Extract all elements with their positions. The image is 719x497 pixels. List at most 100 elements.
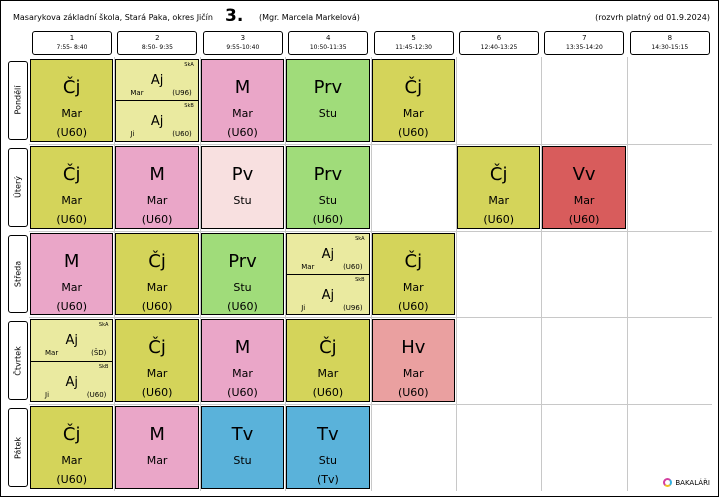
lesson-cell[interactable]: M Mar (U60) [200,59,285,142]
day-label-5: Pátek [8,408,28,487]
lesson-room: (U60) [568,212,600,226]
lesson-subject: Čj [489,163,508,185]
lesson-cell[interactable]: Vv Mar (U60) [542,145,626,229]
lesson-subject: M [234,337,251,359]
lesson-subject: Čj [148,337,166,359]
day-name: Pondělí [13,85,23,115]
period-time: 14:30-15:15 [651,44,689,51]
day-label-1: Pondělí [8,61,28,140]
lesson-cell[interactable]: SkA Aj Mar (ŠD) SkB Aj Ji (U60) [30,319,114,403]
lesson-subject: Čj [148,250,166,272]
logo-text: BAKALÁŘI [675,478,710,487]
lesson-group-1[interactable]: SkA Aj Mar (U60) [287,234,368,274]
period-time: 12:40-13:25 [480,44,518,51]
lesson-teacher: Mar [301,262,315,271]
period-number: 4 [325,34,331,42]
lesson-subject: Aj [150,114,164,130]
lesson-group-2[interactable]: SkB Aj Ji (U96) [287,273,369,315]
class-teacher: (Mgr. Marcela Markelová) [259,13,360,22]
day-name: Úterý [13,176,23,199]
lesson-cell[interactable]: Hv Mar (U60) [371,319,455,403]
lesson-subject: Čj [319,337,337,359]
lesson-cell[interactable]: Čj Mar (U60) [115,232,199,316]
lesson-room: (U60) [397,299,429,313]
timetable-grid: Čj Mar (U60) SkA Aj Mar (U96) SkB Aj Ji (U60) M Mar (… [29,57,712,491]
lesson-teacher: Ji [45,390,50,399]
period-header-4: 4 10:50-11:35 [288,31,369,55]
period-header-1: 1 7:55- 8:40 [32,31,112,55]
period-header-2: 2 8:50- 9:35 [117,31,198,55]
lesson-cell[interactable]: Čj Mar (U60) [30,406,114,489]
lesson-cell[interactable]: M Mar (U60) [200,319,285,403]
lesson-room: (U60) [343,262,363,271]
lesson-room: (U60) [227,386,258,400]
lesson-subject: Vv [572,163,596,185]
period-header-7: 7 13:35-14:20 [544,31,625,55]
period-number: 7 [582,34,587,42]
lesson-subject: Prv [313,163,343,185]
lesson-room: (U60) [56,126,88,139]
lesson-group-1[interactable]: SkA Aj Mar (ŠD) [31,320,112,360]
lesson-group-1[interactable]: SkA Aj Mar (U96) [116,60,197,100]
lesson-cell[interactable]: Čj Mar (U60) [30,59,114,142]
lesson-teacher: Stu [318,193,338,207]
period-time: 13:35-14:20 [566,44,603,51]
lesson-subject: Čj [62,424,81,446]
lesson-group-2[interactable]: SkB Aj Ji (U60) [31,360,113,402]
grid-column-divider [114,57,116,491]
lesson-cell[interactable]: Čj Mar (U60) [457,145,541,229]
lesson-teacher: Mar [61,454,83,468]
lesson-subject: Aj [65,333,78,349]
lesson-teacher: Stu [318,454,338,468]
lesson-teacher: Mar [61,193,83,207]
lesson-cell[interactable]: M Mar (U60) [115,145,199,229]
lesson-teacher: Stu [233,193,252,207]
lesson-cell[interactable]: Čj Mar (U60) [115,319,199,403]
lesson-teacher: Stu [318,107,338,120]
lesson-cell[interactable]: Prv Stu [286,59,370,142]
lesson-subject: Tv [231,424,254,446]
lesson-cell[interactable]: Čj Mar (U60) [371,232,455,316]
lesson-cell[interactable]: SkA Aj Mar (U96) SkB Aj Ji (U60) [115,59,199,142]
grid-row-divider [29,143,712,145]
period-number: 6 [496,34,502,42]
lesson-subject: Prv [228,250,257,272]
lesson-teacher: Mar [146,193,168,207]
lesson-subject: Prv [313,77,343,98]
lesson-subject: Aj [150,73,164,88]
lesson-cell[interactable]: Pv Stu [200,145,285,229]
day-name: Čtvrtek [13,346,23,376]
lesson-room: (U60) [397,126,429,139]
lesson-teacher: Mar [402,280,424,294]
period-number: 3 [240,34,246,42]
lesson-subject: Čj [404,77,423,98]
lesson-cell[interactable]: Čj Mar (U60) [30,145,114,229]
grid-column-divider [370,57,372,491]
lesson-cell[interactable]: Tv Stu (Tv) [286,406,370,489]
lesson-room: (ŠD) [91,349,107,358]
lesson-cell[interactable]: Prv Stu (U60) [286,145,370,229]
period-time: 11:45-12:30 [395,44,432,51]
lesson-room: (U96) [343,303,363,312]
lesson-subject: Pv [231,163,254,185]
lesson-room: (U60) [227,126,258,139]
lesson-room: (U60) [141,212,173,226]
lesson-room: (Tv) [316,473,339,487]
lesson-cell[interactable]: Čj Mar (U60) [371,59,455,142]
lesson-teacher: Mar [61,107,83,120]
lesson-cell[interactable]: M Mar [115,406,199,489]
period-header-8: 8 14:30-15:15 [629,31,710,55]
lesson-cell[interactable]: Čj Mar (U60) [286,319,370,403]
lesson-room: (U60) [172,130,192,139]
lesson-cell[interactable]: Tv Stu [200,406,285,489]
lesson-room: (U60) [56,473,88,487]
lesson-teacher: Ji [130,130,135,139]
lesson-teacher: Mar [402,107,424,120]
lesson-group-2[interactable]: SkB Aj Ji (U60) [116,100,198,141]
lesson-subject: M [149,163,165,185]
grid-column-divider [456,57,457,491]
lesson-cell[interactable]: SkA Aj Mar (U60) SkB Aj Ji (U96) [286,232,370,316]
lesson-cell[interactable]: M Mar (U60) [30,232,114,316]
lesson-cell[interactable]: Prv Stu (U60) [200,232,285,316]
